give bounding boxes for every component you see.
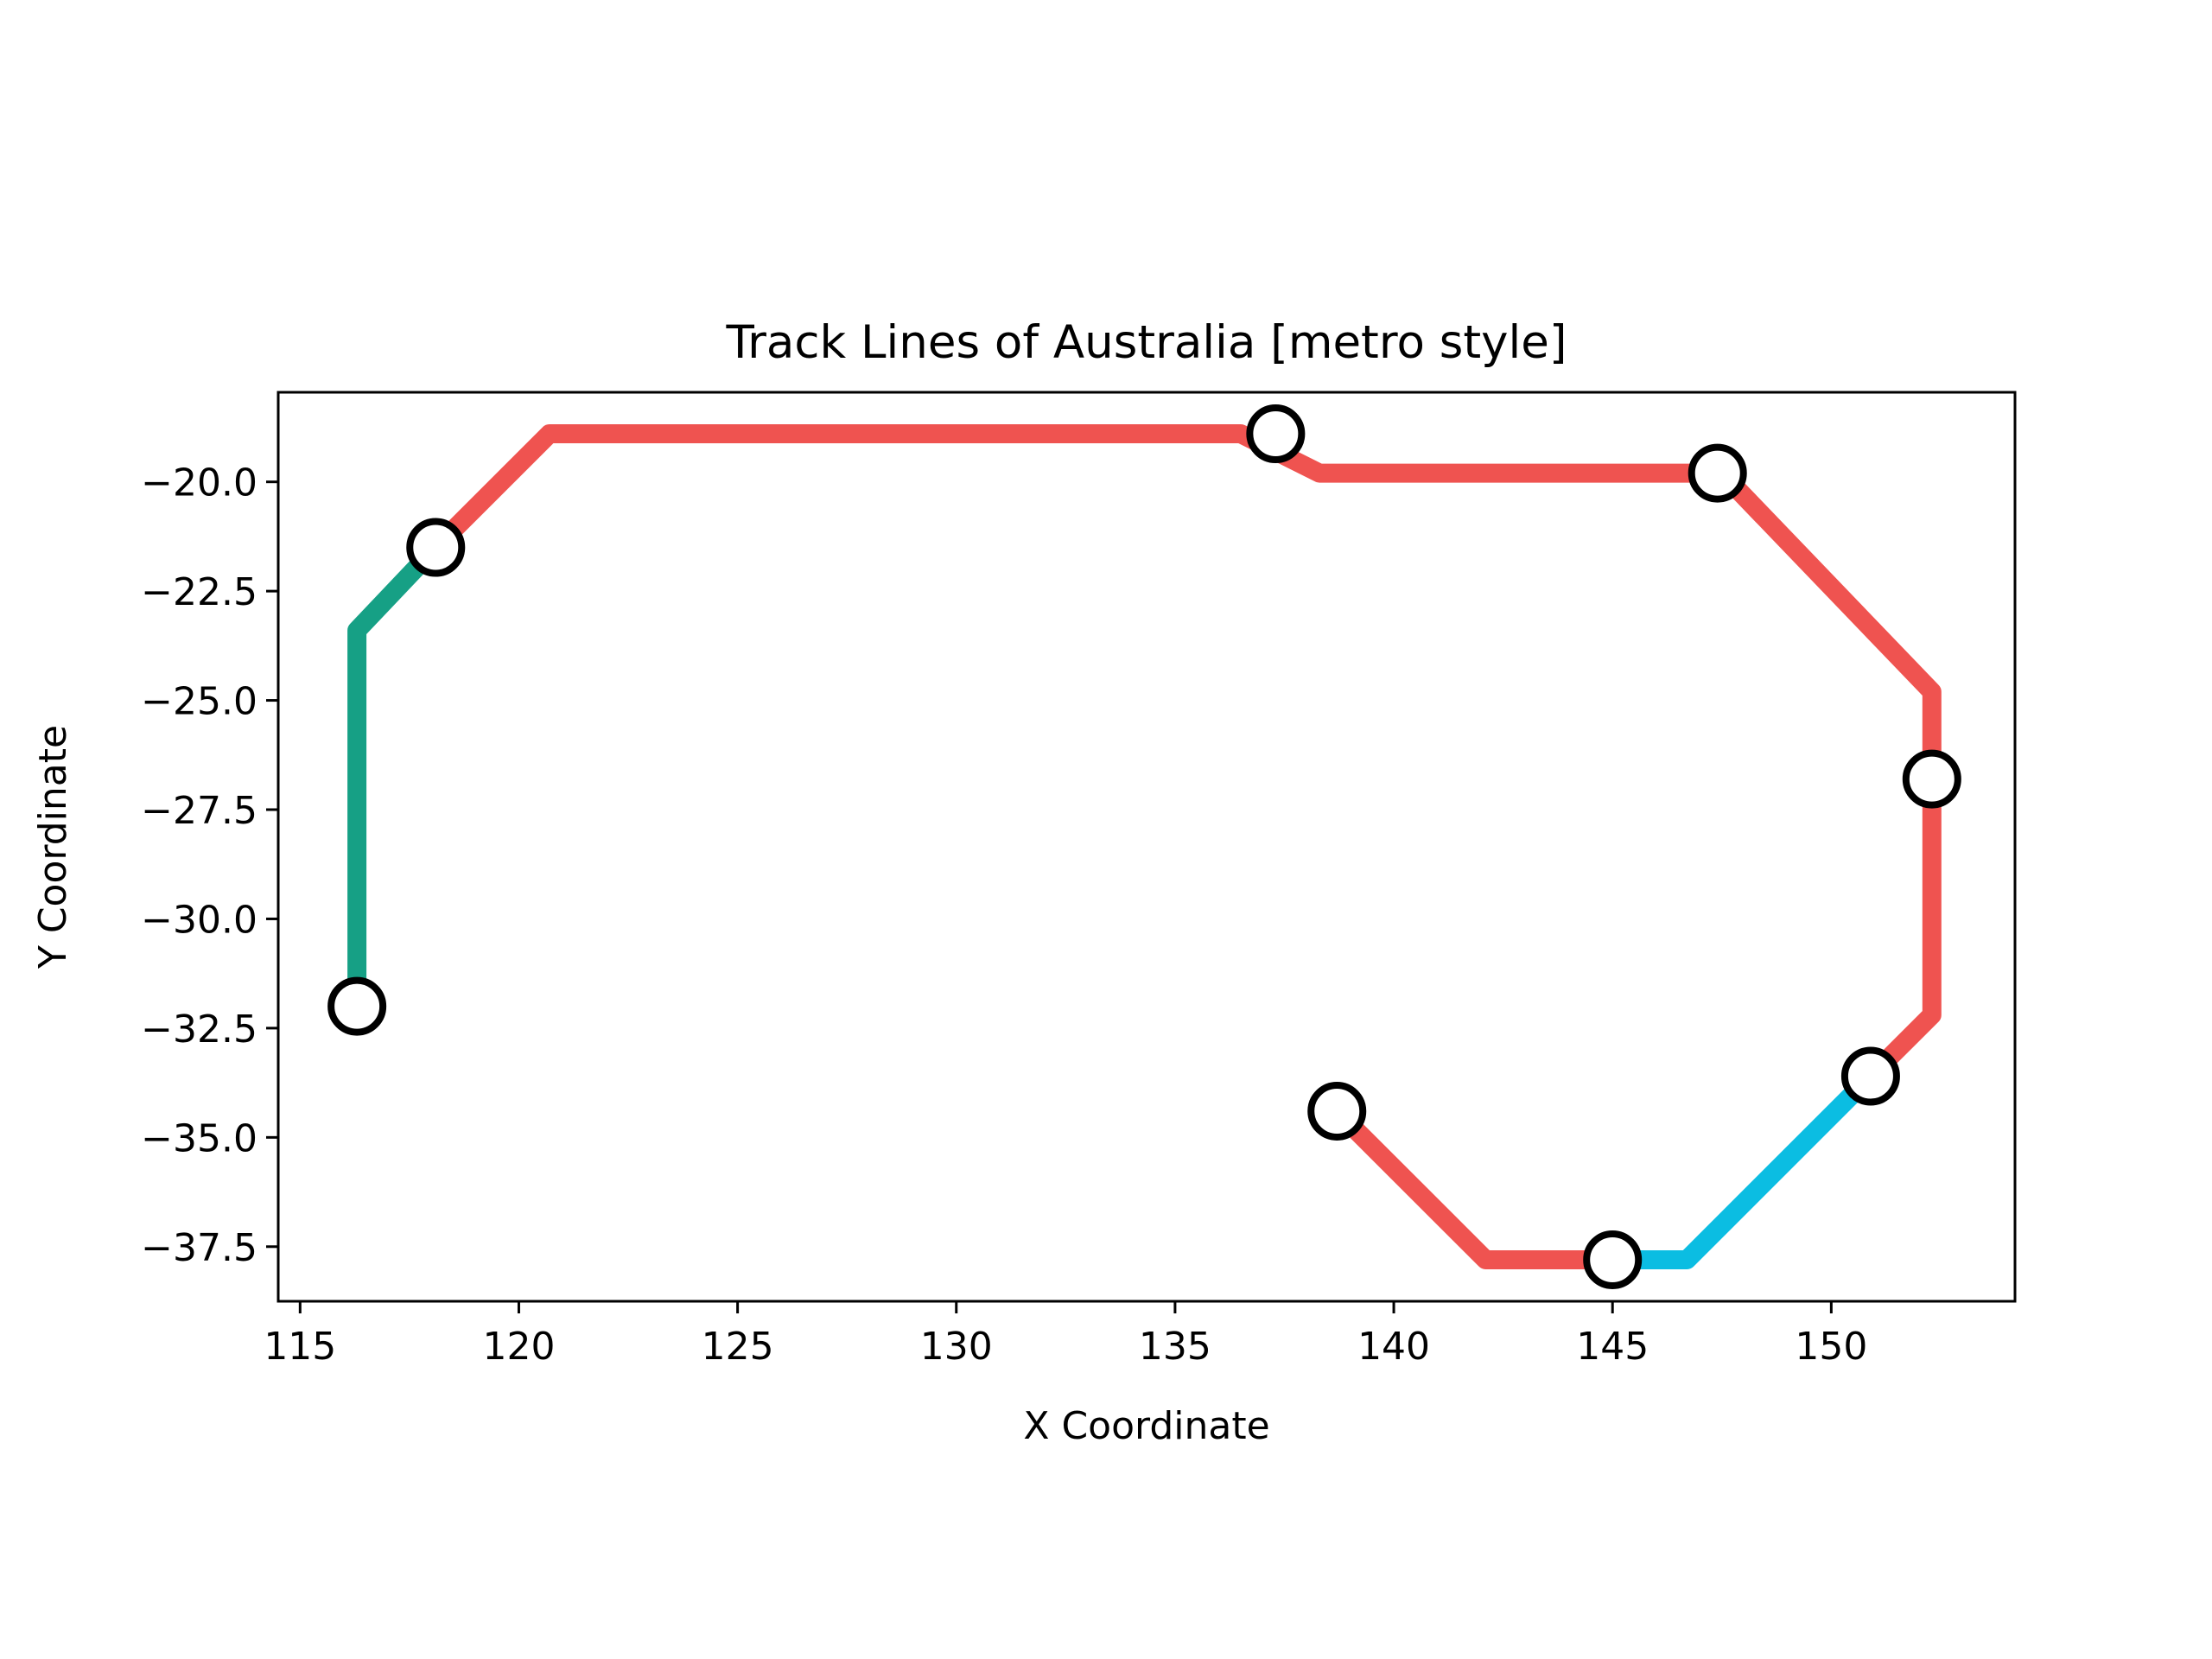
y-tick-label: −32.5 <box>141 1007 257 1052</box>
y-tick-label: −22.5 <box>141 570 257 614</box>
x-tick-label: 130 <box>920 1325 993 1369</box>
x-tick-label: 125 <box>702 1325 774 1369</box>
x-tick-label: 145 <box>1576 1325 1649 1369</box>
y-axis-ticks: −20.0 −22.5 −25.0 −27.5 −30.0 −32.5 −35.0 −37.5 <box>141 461 278 1270</box>
x-tick-label: 120 <box>482 1325 555 1369</box>
station-marker <box>327 976 387 1036</box>
station-marker <box>1688 443 1747 503</box>
y-tick-label: −35.0 <box>141 1116 257 1160</box>
station-marker <box>406 518 466 577</box>
y-tick-label: −20.0 <box>141 461 257 505</box>
x-tick-label: 140 <box>1357 1325 1430 1369</box>
station-marker <box>1902 749 1961 809</box>
plot-frame <box>276 391 2017 1303</box>
station-marker <box>1840 1046 1900 1106</box>
track-line-1 <box>426 424 1942 1086</box>
station-marker <box>1246 404 1306 464</box>
x-tick-label: 115 <box>264 1325 336 1369</box>
chart-title: Track Lines of Australia [metro style] <box>725 316 1567 369</box>
station-marker <box>1307 1081 1367 1141</box>
track-line-3 <box>347 537 446 1016</box>
y-tick-label: −27.5 <box>141 789 257 833</box>
x-tick-label: 135 <box>1139 1325 1211 1369</box>
y-tick-label: −37.5 <box>141 1226 257 1270</box>
y-tick-label: −30.0 <box>141 898 257 942</box>
stations <box>327 404 1961 1289</box>
station-marker <box>1583 1230 1643 1289</box>
y-tick-label: −25.0 <box>141 680 257 724</box>
x-tick-label: 150 <box>1795 1325 1867 1369</box>
x-axis-label: X Coordinate <box>1023 1404 1269 1448</box>
track-line-4 <box>1603 1066 1880 1269</box>
y-axis-label: Y Coordinate <box>31 725 75 969</box>
x-axis-ticks: 115 120 125 130 135 140 145 150 <box>264 1301 1867 1369</box>
track-line-2 <box>1327 1102 1623 1269</box>
track-lines <box>347 424 1942 1269</box>
